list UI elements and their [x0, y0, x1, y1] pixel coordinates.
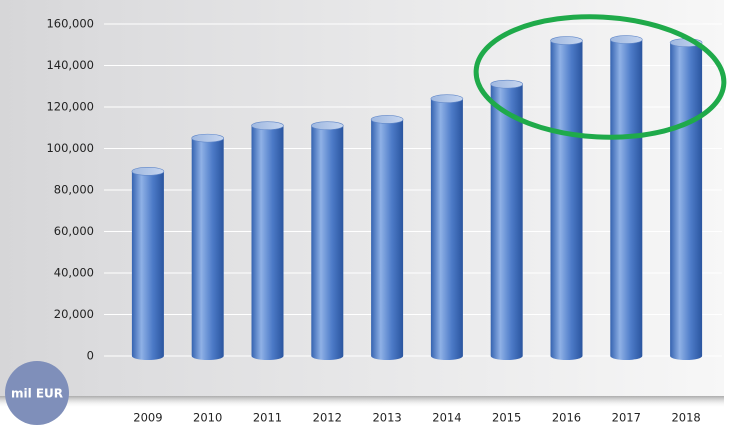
y-tick-label: 60,000	[54, 224, 94, 238]
bar	[251, 125, 284, 360]
x-tick-label: 2014	[432, 411, 461, 425]
x-tick-label: 2017	[612, 411, 641, 425]
bar	[610, 39, 643, 360]
bar	[311, 125, 344, 360]
bar	[371, 119, 404, 360]
plot: 0 20,000 40,000 60,000 80,000 100,000 120,000 1…	[46, 17, 722, 425]
bar	[131, 171, 164, 360]
bar-cap	[490, 79, 524, 89]
bar-cap	[430, 94, 464, 103]
x-tick-label: 2018	[671, 411, 700, 425]
x-tick-label: 2016	[552, 411, 581, 425]
y-tick-label: 100,000	[46, 141, 94, 155]
bar-cap	[131, 167, 165, 176]
unit-badge	[5, 361, 69, 425]
bar-cap	[550, 36, 583, 45]
x-tick-label: 2012	[313, 411, 342, 425]
y-tick-label: 120,000	[46, 100, 94, 114]
bar	[490, 84, 523, 361]
bar	[550, 40, 583, 360]
bar-cap	[310, 121, 344, 130]
y-tick-label: 140,000	[46, 58, 94, 72]
x-tick-label: 2011	[253, 411, 282, 425]
bar-cap	[370, 115, 404, 124]
y-tick-label: 20,000	[54, 307, 94, 321]
highlight-ellipse	[473, 14, 727, 140]
plot-shadow	[0, 396, 724, 408]
y-tick-label: 160,000	[46, 17, 94, 31]
y-tick-label: 80,000	[54, 183, 94, 197]
bar	[670, 42, 703, 361]
bar-cap	[191, 133, 224, 143]
x-tick-label: 2009	[133, 411, 162, 425]
bar	[191, 138, 224, 360]
x-tick-label: 2013	[372, 411, 401, 425]
bar	[430, 98, 463, 360]
bar-cap	[251, 121, 284, 130]
x-tick-label: 2015	[492, 411, 521, 425]
y-tick-label: 0	[87, 349, 94, 363]
x-tick-label: 2010	[193, 411, 222, 425]
y-tick-label: 40,000	[54, 266, 94, 280]
bar-cap	[609, 35, 643, 44]
unit-label: mil EUR	[11, 387, 63, 401]
